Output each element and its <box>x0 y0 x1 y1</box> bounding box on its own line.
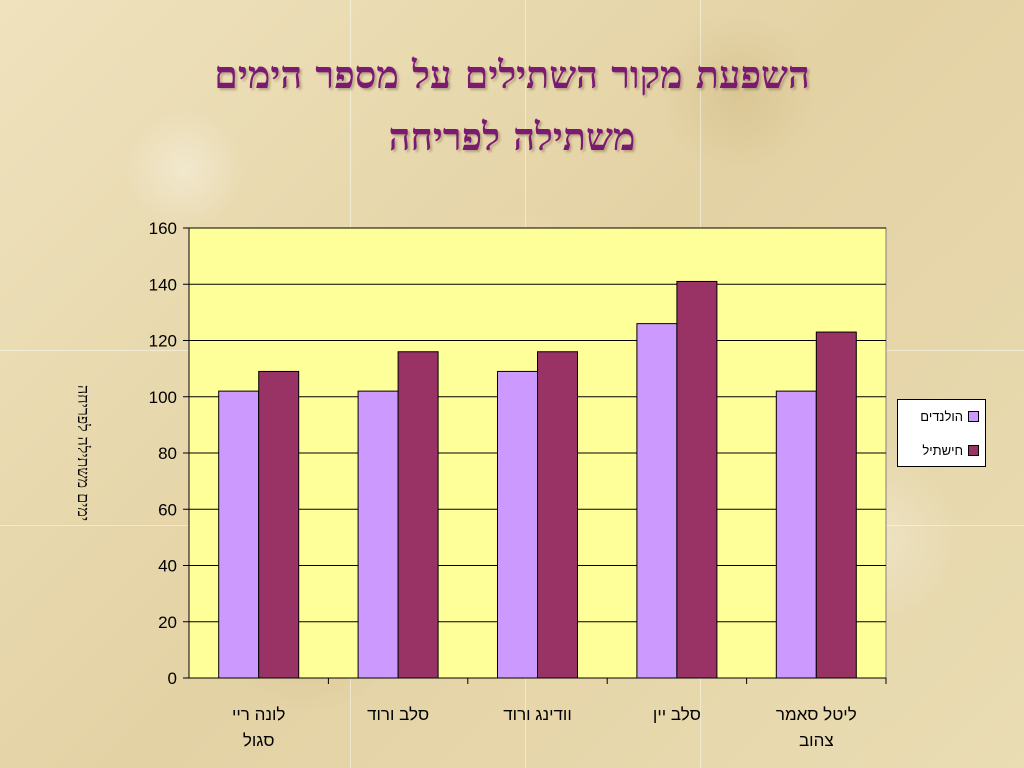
y-tick-label: 0 <box>168 669 177 688</box>
legend-label-holland: הולנדים <box>920 409 963 424</box>
bar <box>357 390 399 679</box>
bar <box>397 351 439 679</box>
bar <box>676 280 718 679</box>
bar <box>775 390 817 679</box>
legend-item-holland: הולנדים <box>920 409 979 424</box>
x-tick-label: וודינג ורוד <box>503 705 572 724</box>
y-tick-label: 100 <box>149 388 177 407</box>
legend-swatch-holland <box>968 411 979 422</box>
bar <box>537 351 578 679</box>
y-tick-label: 80 <box>158 444 177 463</box>
x-tick-label: ליטל סאמר <box>776 705 857 724</box>
chart-title: השפעת מקור השתילים על מספר הימים משתילה … <box>60 44 964 168</box>
y-tick-label: 40 <box>158 557 177 576</box>
y-tick-label: 60 <box>158 500 177 519</box>
chart-title-line-2: משתילה לפריחה <box>388 114 636 159</box>
x-tick-label: לונה ריי <box>232 705 285 724</box>
x-tick-label: צהוב <box>799 731 834 750</box>
y-axis-label: ימים משתילה לפריחה <box>74 385 93 521</box>
legend-item-hishtil: חישתיל <box>922 443 979 458</box>
y-tick-label: 160 <box>149 219 177 238</box>
chart-title-line-1: השפעת מקור השתילים על מספר הימים <box>214 52 810 97</box>
bar <box>815 331 857 679</box>
x-tick-label: סלב ורוד <box>367 705 429 724</box>
legend-swatch-hishtil <box>968 445 979 456</box>
x-tick-label: סגול <box>243 731 275 750</box>
bar <box>218 390 260 679</box>
y-tick-label: 120 <box>149 332 177 351</box>
bar <box>497 370 538 679</box>
legend: הולנדים חישתיל <box>897 399 986 467</box>
y-tick-label: 20 <box>158 613 177 632</box>
x-tick-label: סלב יין <box>653 705 701 724</box>
bar <box>636 323 678 679</box>
y-tick-label: 140 <box>149 275 177 294</box>
bar <box>258 370 300 679</box>
legend-label-hishtil: חישתיל <box>922 443 963 458</box>
